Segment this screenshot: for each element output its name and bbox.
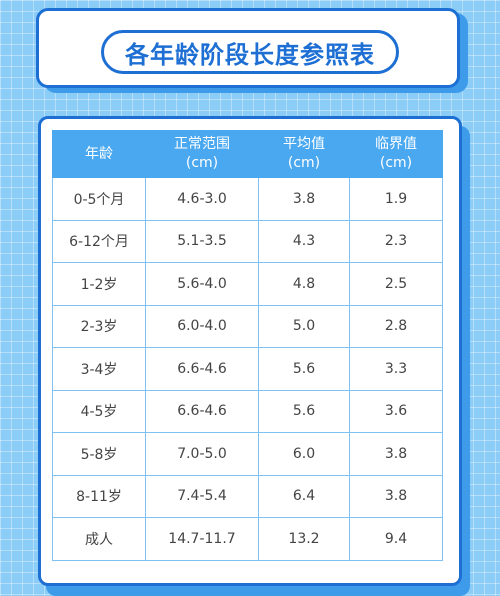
header-label: 正常范围 <box>174 136 230 152</box>
table-row: 成人 14.7-11.7 13.2 9.4 <box>52 517 443 561</box>
cell-normal-range: 14.7-11.7 <box>145 517 259 561</box>
cell-threshold: 2.3 <box>349 219 443 263</box>
cell-normal-range: 4.6-3.0 <box>145 177 259 221</box>
cell-average: 5.0 <box>258 304 350 348</box>
cell-age: 4-5岁 <box>52 389 146 433</box>
cell-age: 3-4岁 <box>52 347 146 391</box>
cell-average: 3.8 <box>258 177 350 221</box>
cell-threshold: 1.9 <box>349 177 443 221</box>
cell-normal-range: 6.0-4.0 <box>145 304 259 348</box>
cell-normal-range: 6.6-4.6 <box>145 389 259 433</box>
cell-average: 5.6 <box>258 389 350 433</box>
table-row: 2-3岁 6.0-4.0 5.0 2.8 <box>52 304 443 348</box>
cell-threshold: 3.8 <box>349 474 443 518</box>
header-unit: (cm) <box>185 155 219 171</box>
header-label: 年龄 <box>85 145 113 162</box>
cell-age: 成人 <box>52 517 146 561</box>
cell-age: 8-11岁 <box>52 474 146 518</box>
header-threshold: 临界值 (cm) <box>349 130 443 178</box>
header-unit: (cm) <box>287 155 321 171</box>
cell-average: 6.4 <box>258 474 350 518</box>
table-row: 1-2岁 5.6-4.0 4.8 2.5 <box>52 262 443 306</box>
table-row: 4-5岁 6.6-4.6 5.6 3.6 <box>52 389 443 433</box>
header-label: 临界值 <box>375 136 417 152</box>
cell-threshold: 3.8 <box>349 432 443 476</box>
cell-normal-range: 5.6-4.0 <box>145 262 259 306</box>
cell-normal-range: 7.0-5.0 <box>145 432 259 476</box>
cell-average: 4.8 <box>258 262 350 306</box>
header-age: 年龄 <box>52 130 146 178</box>
cell-threshold: 3.6 <box>349 389 443 433</box>
table-row: 0-5个月 4.6-3.0 3.8 1.9 <box>52 177 443 221</box>
cell-age: 0-5个月 <box>52 177 146 221</box>
cell-threshold: 9.4 <box>349 517 443 561</box>
header-label: 平均值 <box>283 136 325 152</box>
header-normal-range: 正常范围 (cm) <box>145 130 259 178</box>
cell-average: 13.2 <box>258 517 350 561</box>
table-row: 5-8岁 7.0-5.0 6.0 3.8 <box>52 432 443 476</box>
cell-threshold: 2.5 <box>349 262 443 306</box>
table-header-row: 年龄 正常范围 (cm) 平均值 (cm) 临界值 (cm) <box>52 130 443 178</box>
cell-age: 2-3岁 <box>52 304 146 348</box>
header-unit: (cm) <box>379 155 413 171</box>
cell-age: 1-2岁 <box>52 262 146 306</box>
cell-average: 4.3 <box>258 219 350 263</box>
page-title: 各年龄阶段长度参照表 <box>101 30 399 74</box>
table-row: 6-12个月 5.1-3.5 4.3 2.3 <box>52 219 443 263</box>
cell-threshold: 2.8 <box>349 304 443 348</box>
cell-normal-range: 7.4-5.4 <box>145 474 259 518</box>
cell-age: 6-12个月 <box>52 219 146 263</box>
table-row: 8-11岁 7.4-5.4 6.4 3.8 <box>52 474 443 518</box>
reference-table: 年龄 正常范围 (cm) 平均值 (cm) 临界值 (cm) 0-5个月 4.6-… <box>52 130 443 561</box>
header-average: 平均值 (cm) <box>258 130 350 178</box>
cell-threshold: 3.3 <box>349 347 443 391</box>
cell-normal-range: 5.1-3.5 <box>145 219 259 263</box>
cell-average: 5.6 <box>258 347 350 391</box>
cell-age: 5-8岁 <box>52 432 146 476</box>
cell-normal-range: 6.6-4.6 <box>145 347 259 391</box>
table-row: 3-4岁 6.6-4.6 5.6 3.3 <box>52 347 443 391</box>
cell-average: 6.0 <box>258 432 350 476</box>
